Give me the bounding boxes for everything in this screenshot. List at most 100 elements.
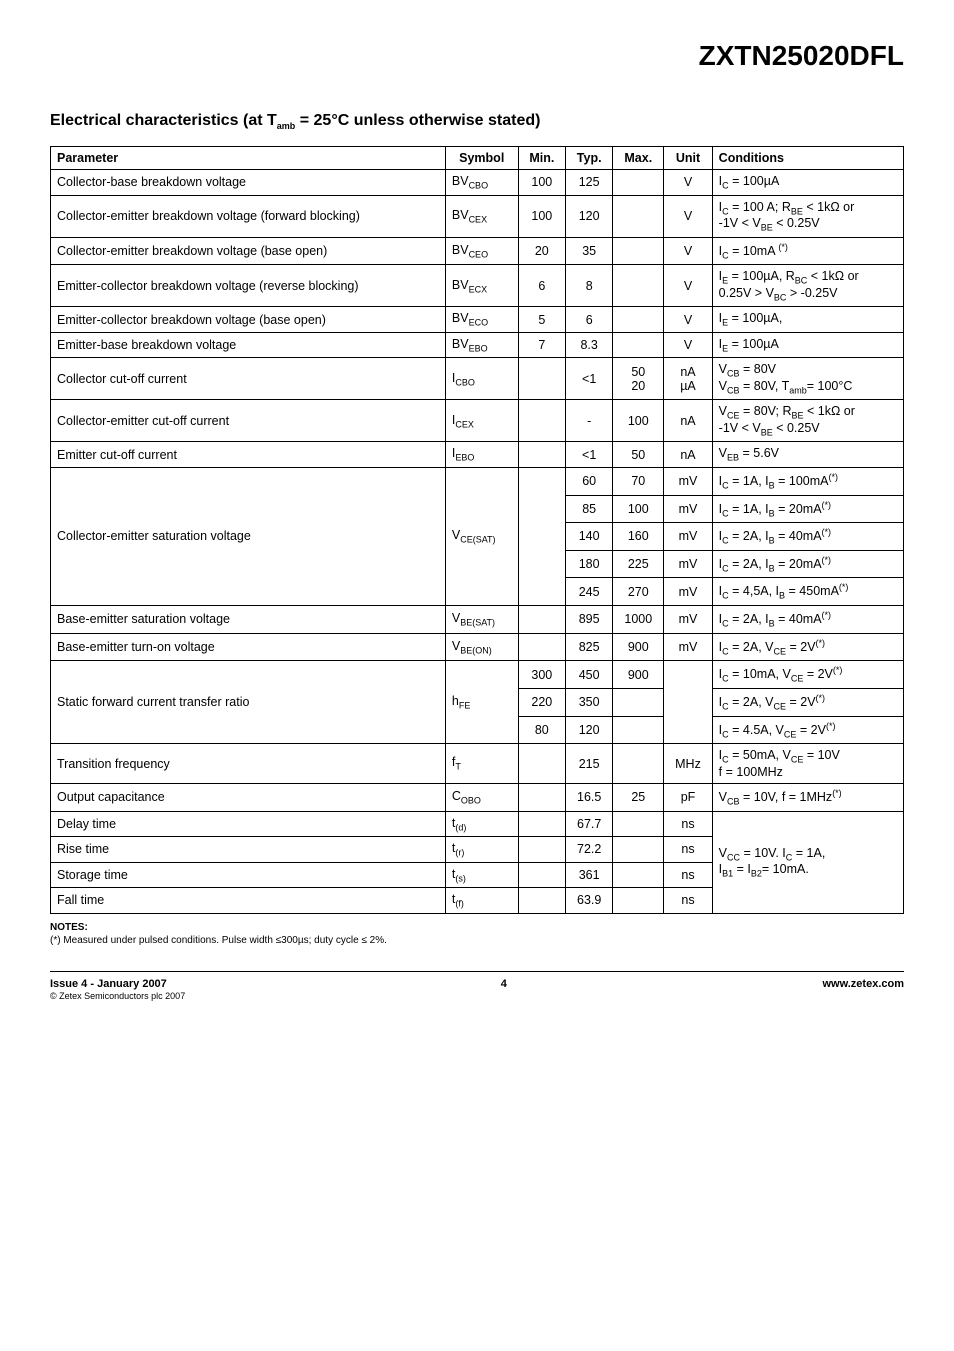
cell: 67.7 bbox=[566, 811, 613, 837]
cell: 350 bbox=[566, 689, 613, 717]
notes-head: NOTES: bbox=[50, 922, 904, 933]
cell: 900 bbox=[613, 633, 664, 661]
cell bbox=[613, 888, 664, 914]
cell: VCE(SAT) bbox=[445, 467, 518, 605]
cell: ICEX bbox=[445, 400, 518, 442]
cell: 100 bbox=[518, 195, 566, 237]
col-symbol: Symbol bbox=[445, 147, 518, 170]
cell: nA bbox=[664, 442, 712, 468]
cell: - bbox=[566, 400, 613, 442]
cell: VBE(ON) bbox=[445, 633, 518, 661]
cell: VEB = 5.6V bbox=[712, 442, 903, 468]
cell bbox=[518, 888, 566, 914]
cell: 20 bbox=[518, 237, 566, 265]
cell bbox=[613, 332, 664, 358]
col-parameter: Parameter bbox=[51, 147, 446, 170]
col-max: Max. bbox=[613, 147, 664, 170]
notes-line: (*) Measured under pulsed conditions. Pu… bbox=[50, 935, 904, 946]
cell bbox=[518, 744, 566, 784]
cell: Transition frequency bbox=[51, 744, 446, 784]
footer-url: www.zetex.com bbox=[822, 978, 904, 1002]
cell: 70 bbox=[613, 467, 664, 495]
cell: pF bbox=[664, 783, 712, 811]
cell bbox=[518, 783, 566, 811]
cell bbox=[613, 811, 664, 837]
cell: IC = 4,5A, IB = 450mA(*) bbox=[712, 578, 903, 606]
cell: Base-emitter saturation voltage bbox=[51, 606, 446, 634]
cell: t(s) bbox=[445, 862, 518, 888]
table-row: Emitter-collector breakdown voltage (rev… bbox=[51, 265, 904, 307]
cell: MHz bbox=[664, 744, 712, 784]
cell bbox=[518, 837, 566, 863]
cell: V bbox=[664, 195, 712, 237]
cell bbox=[518, 400, 566, 442]
table-row: Collector-emitter saturation voltage VCE… bbox=[51, 467, 904, 495]
cell: 450 bbox=[566, 661, 613, 689]
issue: Issue 4 - January 2007 bbox=[50, 978, 167, 990]
cell: mV bbox=[664, 467, 712, 495]
cell: 160 bbox=[613, 523, 664, 551]
cell: 270 bbox=[613, 578, 664, 606]
part-number: ZXTN25020DFL bbox=[50, 40, 904, 72]
cell bbox=[518, 811, 566, 837]
cell: 125 bbox=[566, 170, 613, 196]
cell: mV bbox=[664, 495, 712, 523]
cell: Base-emitter turn-on voltage bbox=[51, 633, 446, 661]
cell: mV bbox=[664, 523, 712, 551]
table-row: Base-emitter saturation voltage VBE(SAT)… bbox=[51, 606, 904, 634]
cell: IE = 100µA, bbox=[712, 307, 903, 333]
v: nA bbox=[680, 365, 695, 379]
cell: 72.2 bbox=[566, 837, 613, 863]
cell: 85 bbox=[566, 495, 613, 523]
table-row: Base-emitter turn-on voltage VBE(ON) 825… bbox=[51, 633, 904, 661]
cell: BVECX bbox=[445, 265, 518, 307]
cell: 80 bbox=[518, 716, 566, 744]
cell: IC = 10mA, VCE = 2V(*) bbox=[712, 661, 903, 689]
cell: ICBO bbox=[445, 358, 518, 400]
cell: BVCBO bbox=[445, 170, 518, 196]
cell: Emitter cut-off current bbox=[51, 442, 446, 468]
cell: 895 bbox=[566, 606, 613, 634]
cell: 100 bbox=[518, 170, 566, 196]
cell: 5020 bbox=[613, 358, 664, 400]
cell: 225 bbox=[613, 550, 664, 578]
cell: VCB = 10V, f = 1MHz(*) bbox=[712, 783, 903, 811]
cell: 120 bbox=[566, 195, 613, 237]
cell: BVECO bbox=[445, 307, 518, 333]
v: 20 bbox=[631, 379, 645, 393]
cell: VCE = 80V; RBE < 1kΩ or-1V < VBE < 0.25V bbox=[712, 400, 903, 442]
cell: IE = 100µA, RBC < 1kΩ or0.25V > VBC > -0… bbox=[712, 265, 903, 307]
cell: 6 bbox=[566, 307, 613, 333]
cell: 5 bbox=[518, 307, 566, 333]
cell bbox=[518, 633, 566, 661]
footer-left: Issue 4 - January 2007 © Zetex Semicondu… bbox=[50, 978, 185, 1002]
cell: <1 bbox=[566, 442, 613, 468]
cell bbox=[613, 170, 664, 196]
cell: IE = 100µA bbox=[712, 332, 903, 358]
table-row: Collector cut-off current ICBO <1 5020 n… bbox=[51, 358, 904, 400]
cell: Emitter-collector breakdown voltage (bas… bbox=[51, 307, 446, 333]
cell: 16.5 bbox=[566, 783, 613, 811]
cell: 100 bbox=[613, 400, 664, 442]
cell: t(f) bbox=[445, 888, 518, 914]
cell: IC = 4.5A, VCE = 2V(*) bbox=[712, 716, 903, 744]
cell: IC = 10mA (*) bbox=[712, 237, 903, 265]
cell: IC = 50mA, VCE = 10Vf = 100MHz bbox=[712, 744, 903, 784]
cell bbox=[613, 689, 664, 717]
table-row: Output capacitance COBO 16.5 25 pF VCB =… bbox=[51, 783, 904, 811]
cell: IC = 2A, IB = 20mA(*) bbox=[712, 550, 903, 578]
cell: Storage time bbox=[51, 862, 446, 888]
cell: 50 bbox=[613, 442, 664, 468]
table-row: Transition frequency fT 215 MHz IC = 50m… bbox=[51, 744, 904, 784]
table-row: Emitter-collector breakdown voltage (bas… bbox=[51, 307, 904, 333]
cell: 245 bbox=[566, 578, 613, 606]
characteristics-table: Parameter Symbol Min. Typ. Max. Unit Con… bbox=[50, 146, 904, 913]
cell: 8.3 bbox=[566, 332, 613, 358]
cell: ns bbox=[664, 862, 712, 888]
cell: ns bbox=[664, 811, 712, 837]
cell: Rise time bbox=[51, 837, 446, 863]
col-conditions: Conditions bbox=[712, 147, 903, 170]
cell: 180 bbox=[566, 550, 613, 578]
cell: ns bbox=[664, 837, 712, 863]
cell: mV bbox=[664, 578, 712, 606]
